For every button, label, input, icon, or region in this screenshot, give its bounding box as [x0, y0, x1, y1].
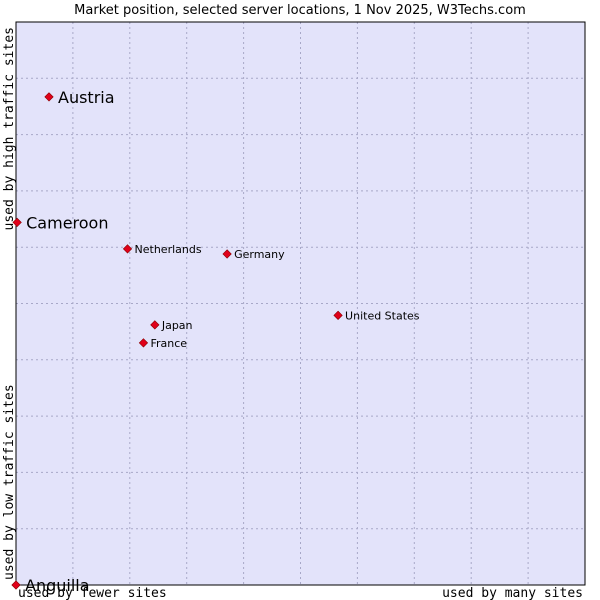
x-axis-label-left: used by fewer sites [18, 586, 167, 600]
data-point-marker [12, 217, 22, 228]
data-point-label: Cameroon [26, 213, 108, 232]
grid-lines [16, 22, 585, 585]
data-point-label: United States [345, 309, 420, 322]
data-point-marker [222, 249, 232, 259]
data-point-marker [333, 310, 343, 320]
chart-title: Market position, selected server locatio… [74, 3, 526, 18]
y-axis-label-bottom: used by low traffic sites [2, 384, 17, 580]
data-point-marker [138, 338, 149, 348]
y-axis-label-top: used by high traffic sites [2, 27, 17, 231]
data-point-label: Japan [161, 319, 193, 332]
data-point-label: Anguilla [25, 576, 90, 595]
data-point-label: Netherlands [135, 243, 202, 256]
data-point-marker [122, 244, 133, 254]
plot-border [15, 21, 586, 586]
data-point-marker [150, 320, 160, 330]
data-point-marker [44, 92, 54, 102]
data-point-label: Austria [58, 88, 115, 107]
x-axis-label-right: used by many sites [442, 586, 583, 600]
data-point-label: Germany [234, 248, 285, 261]
data-point-marker [11, 580, 21, 590]
data-point-label: France [150, 337, 187, 350]
data-points: Austria Cameroon Netherlands Germany United … [11, 88, 420, 595]
